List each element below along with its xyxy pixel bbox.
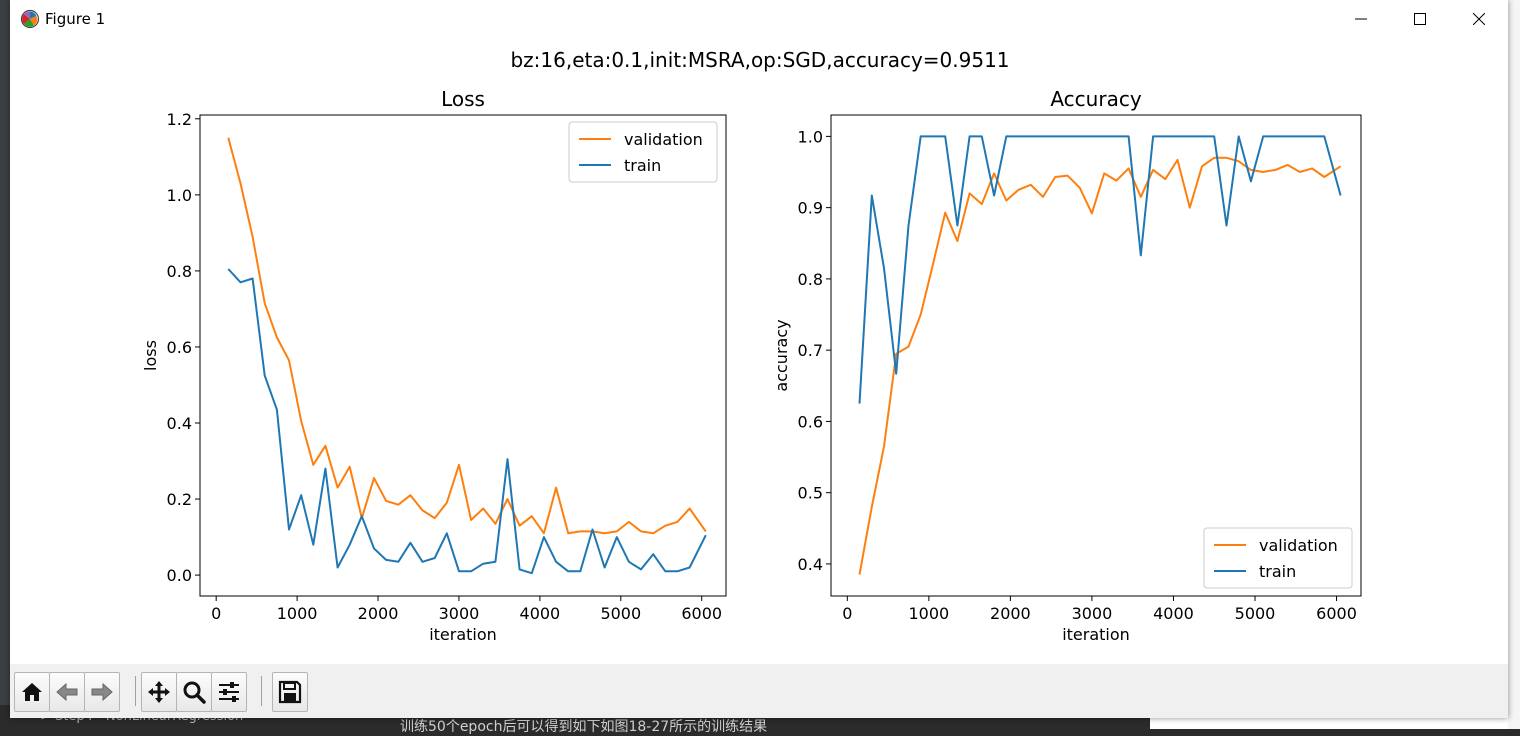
accuracy-ytick-label: 0.6 [798, 412, 823, 431]
save-button[interactable] [272, 672, 308, 712]
loss-ytick-label: 0.0 [167, 566, 192, 585]
loss-ytick-label: 1.0 [167, 186, 192, 205]
background-document-edge [1508, 0, 1520, 729]
window-title: Figure 1 [45, 10, 106, 28]
accuracy-xtick-label: 6000 [1316, 604, 1357, 623]
accuracy-xtick-label: 5000 [1235, 604, 1276, 623]
loss-ytick-label: 1.2 [167, 110, 192, 129]
maximize-button[interactable] [1391, 0, 1449, 38]
accuracy-axes-frame [830, 114, 1362, 597]
title-bar: Figure 1 [10, 0, 1508, 38]
home-button[interactable] [14, 672, 50, 712]
accuracy-xtick-label: 4000 [1153, 604, 1194, 623]
accuracy-axes: 0 1000 2000 3000 4000 5000 6000 0.4 0.5 0.6 0.7 0.8… [772, 87, 1362, 644]
loss-xtick-label: 4000 [520, 604, 561, 623]
accuracy-legend-label-train: train [1259, 562, 1296, 581]
loss-xlabel: iteration [429, 625, 497, 644]
figure-suptitle: bz:16,eta:0.1,init:MSRA,op:SGD,accuracy=… [510, 48, 1009, 72]
navigation-toolbar [10, 664, 1508, 718]
accuracy-title: Accuracy [1050, 87, 1141, 111]
accuracy-ytick-label: 0.9 [798, 199, 823, 218]
loss-ytick-label: 0.2 [167, 490, 192, 509]
loss-plot-area [200, 115, 726, 596]
accuracy-series-train-line [858, 135, 1342, 404]
accuracy-xlabel: iteration [1062, 625, 1130, 644]
figure-svg: bz:16,eta:0.1,init:MSRA,op:SGD,accuracy=… [141, 48, 1362, 644]
close-button[interactable] [1450, 0, 1508, 38]
loss-title: Loss [441, 87, 485, 111]
loss-ylabel: loss [141, 340, 160, 371]
accuracy-legend-label-validation: validation [1259, 536, 1338, 555]
toolbar-separator [135, 676, 136, 706]
accuracy-ytick-label: 0.5 [798, 484, 823, 503]
floppy-disk-icon [278, 680, 302, 704]
loss-axes-frame [199, 114, 727, 597]
loss-xtick-label: 6000 [681, 604, 722, 623]
minimize-button[interactable] [1332, 0, 1390, 38]
accuracy-ytick-label: 0.7 [798, 341, 823, 360]
accuracy-series-validation-line [858, 156, 1342, 575]
loss-xtick-label: 5000 [600, 604, 641, 623]
toolbar-separator [261, 676, 262, 706]
forward-button[interactable] [84, 672, 120, 712]
loss-legend-label-validation: validation [624, 130, 703, 149]
move-icon [148, 681, 170, 703]
accuracy-plot-area [831, 115, 1361, 596]
background-preview-strip [1150, 716, 1520, 729]
loss-ytick-label: 0.4 [167, 414, 192, 433]
loss-xtick-label: 1000 [277, 604, 318, 623]
background-caption: 训练50个epoch后可以得到如下如图18-27所示的训练结果 [400, 719, 768, 735]
accuracy-ylabel: accuracy [772, 319, 791, 391]
home-icon [22, 683, 42, 701]
maximize-icon [1414, 13, 1426, 25]
zoom-button[interactable] [176, 672, 212, 712]
loss-axes: 0 1000 2000 3000 4000 5000 6000 0.0 0.2 0.4 0.6 0.8… [141, 87, 727, 644]
accuracy-legend-box [1203, 527, 1353, 589]
accuracy-xtick-label: 0 [842, 604, 852, 623]
background-editor-left [0, 0, 12, 729]
loss-xtick-label: 3000 [439, 604, 480, 623]
back-button[interactable] [49, 672, 85, 712]
figure-window: Figure 1 bz:16,eta:0.1,init:MSRA,op:SGD,… [10, 0, 1508, 718]
loss-xtick-label: 0 [211, 604, 221, 623]
loss-legend-label-train: train [624, 156, 661, 175]
accuracy-ytick-label: 1.0 [798, 127, 823, 146]
arrow-right-icon [91, 682, 113, 702]
loss-legend-box [568, 121, 718, 183]
loss-xtick-label: 2000 [358, 604, 399, 623]
loss-ytick-label: 0.6 [167, 338, 192, 357]
minimize-icon [1355, 18, 1367, 20]
loss-series-train-line [227, 268, 707, 575]
configure-subplots-button[interactable] [211, 672, 247, 712]
loss-ytick-label: 0.8 [167, 262, 192, 281]
magnifier-icon [183, 681, 206, 704]
arrow-left-icon [56, 682, 78, 702]
figure-canvas[interactable]: bz:16,eta:0.1,init:MSRA,op:SGD,accuracy=… [10, 38, 1508, 664]
matplotlib-logo-icon [20, 9, 40, 29]
accuracy-xtick-label: 3000 [1072, 604, 1113, 623]
loss-series-validation-line [227, 137, 707, 535]
accuracy-ytick-label: 0.8 [798, 270, 823, 289]
accuracy-xtick-label: 2000 [990, 604, 1031, 623]
close-icon [1473, 13, 1485, 25]
accuracy-xtick-label: 1000 [908, 604, 949, 623]
accuracy-ytick-label: 0.4 [798, 555, 823, 574]
pan-button[interactable] [141, 672, 177, 712]
sliders-icon [219, 682, 239, 702]
